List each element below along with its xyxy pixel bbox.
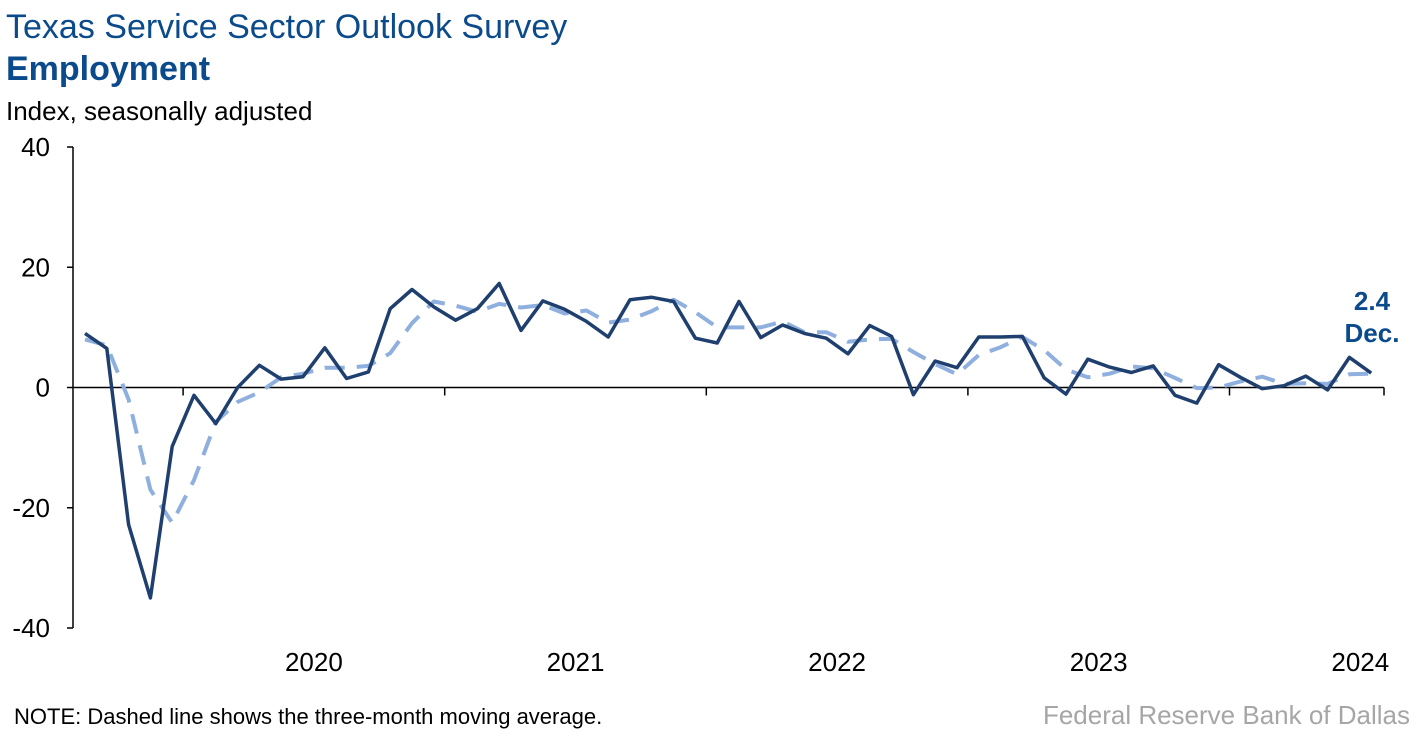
source-credit: Federal Reserve Bank of Dallas [1042,700,1410,730]
last-value-label: 2.4 [1354,286,1391,316]
moving-average-line [84,297,1372,525]
chart-title: Texas Service Sector Outlook Survey [6,8,568,46]
x-tick-label: 2021 [547,647,605,677]
x-tick-label: 2022 [808,647,866,677]
x-tick-label: 2023 [1070,647,1128,677]
y-tick-label: -20 [12,493,50,523]
footnote: NOTE: Dashed line shows the three-month … [14,704,603,729]
y-axis-label: Index, seasonally adjusted [6,96,313,126]
annotation-group: 2.4 Dec. [1345,286,1400,348]
employment-index-line [84,281,1373,600]
y-tick-label: 0 [36,373,50,403]
chart-subtitle: Employment [6,50,211,88]
y-tick-label: 20 [21,252,50,282]
x-tick-label: 2020 [285,647,343,677]
axes: -40 -20 0 20 40 2020 2021 2022 2023 2024 [12,132,1389,677]
series-group [84,281,1373,600]
x-tick-label: 2024 [1331,647,1389,677]
last-period-label: Dec. [1345,318,1400,348]
y-tick-label: 40 [21,132,50,162]
y-tick-label: -40 [12,613,50,643]
